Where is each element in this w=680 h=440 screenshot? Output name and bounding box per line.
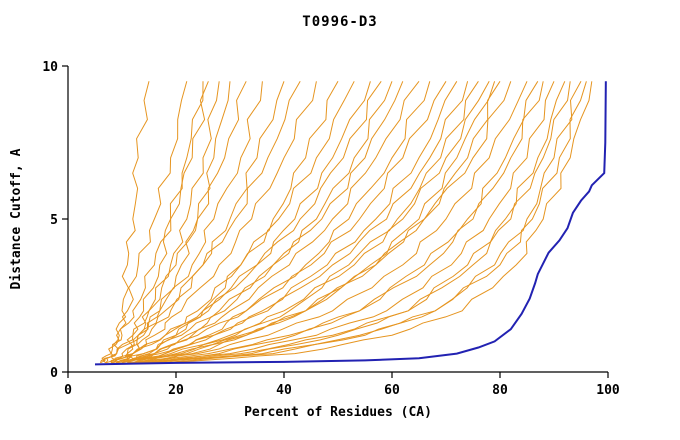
- model-curve: [111, 81, 469, 364]
- model-curve: [138, 81, 571, 364]
- model-curve: [127, 81, 393, 364]
- model-curve: [105, 81, 382, 364]
- model-curve: [116, 81, 447, 364]
- model-curve: [159, 81, 582, 364]
- highlight-curve: [94, 81, 607, 366]
- model-curve: [127, 81, 231, 364]
- model-curve: [165, 81, 593, 364]
- model-curve: [127, 81, 544, 364]
- model-curve: [105, 81, 247, 364]
- model-curve: [132, 81, 501, 364]
- x-tick-label: 20: [168, 383, 184, 398]
- model-curve: [121, 81, 512, 364]
- model-curve: [110, 81, 355, 364]
- y-tick-label: 10: [42, 60, 58, 75]
- model-curve: [99, 81, 301, 364]
- model-curve: [100, 81, 209, 364]
- x-tick-label: 100: [596, 383, 620, 398]
- x-tick-label: 0: [64, 383, 72, 398]
- x-tick-label: 40: [276, 383, 292, 398]
- model-curve: [111, 81, 404, 364]
- model-curve: [121, 81, 490, 364]
- y-tick-label: 0: [50, 366, 58, 381]
- y-axis-title: Distance Cutoff, A: [9, 148, 24, 289]
- model-curve: [148, 81, 587, 364]
- model-curve: [148, 81, 539, 364]
- model-curve: [132, 81, 431, 364]
- model-curve: [138, 81, 479, 364]
- model-curve: [132, 81, 528, 364]
- model-curve: [154, 81, 566, 364]
- model-curve: [114, 81, 220, 364]
- model-curve: [110, 81, 150, 364]
- chart-title: T0996-D3: [302, 14, 378, 30]
- x-tick-label: 60: [384, 383, 400, 398]
- x-axis-title: Percent of Residues (CA): [244, 405, 432, 420]
- model-curve: [116, 81, 317, 364]
- model-curve: [102, 81, 188, 364]
- model-curve: [121, 81, 204, 364]
- model-curve: [110, 81, 263, 363]
- model-curve: [121, 80, 420, 364]
- model-curve: [143, 81, 555, 364]
- x-tick-label: 80: [492, 383, 508, 398]
- y-tick-label: 5: [50, 213, 58, 228]
